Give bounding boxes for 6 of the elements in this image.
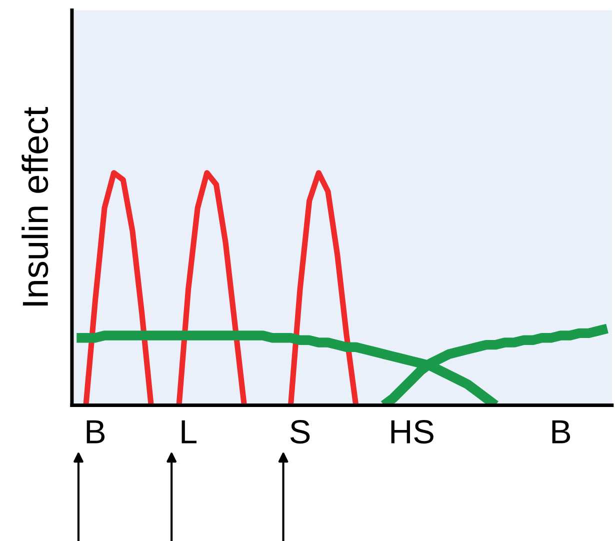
y-axis-title: Insulin effect: [22, 106, 48, 306]
x-tick-label: HS: [391, 420, 434, 444]
x-tick-label: L: [182, 420, 196, 444]
x-tick-label: B: [86, 420, 105, 444]
x-tick-label: B: [552, 420, 570, 444]
x-tick-label: S: [290, 420, 310, 444]
